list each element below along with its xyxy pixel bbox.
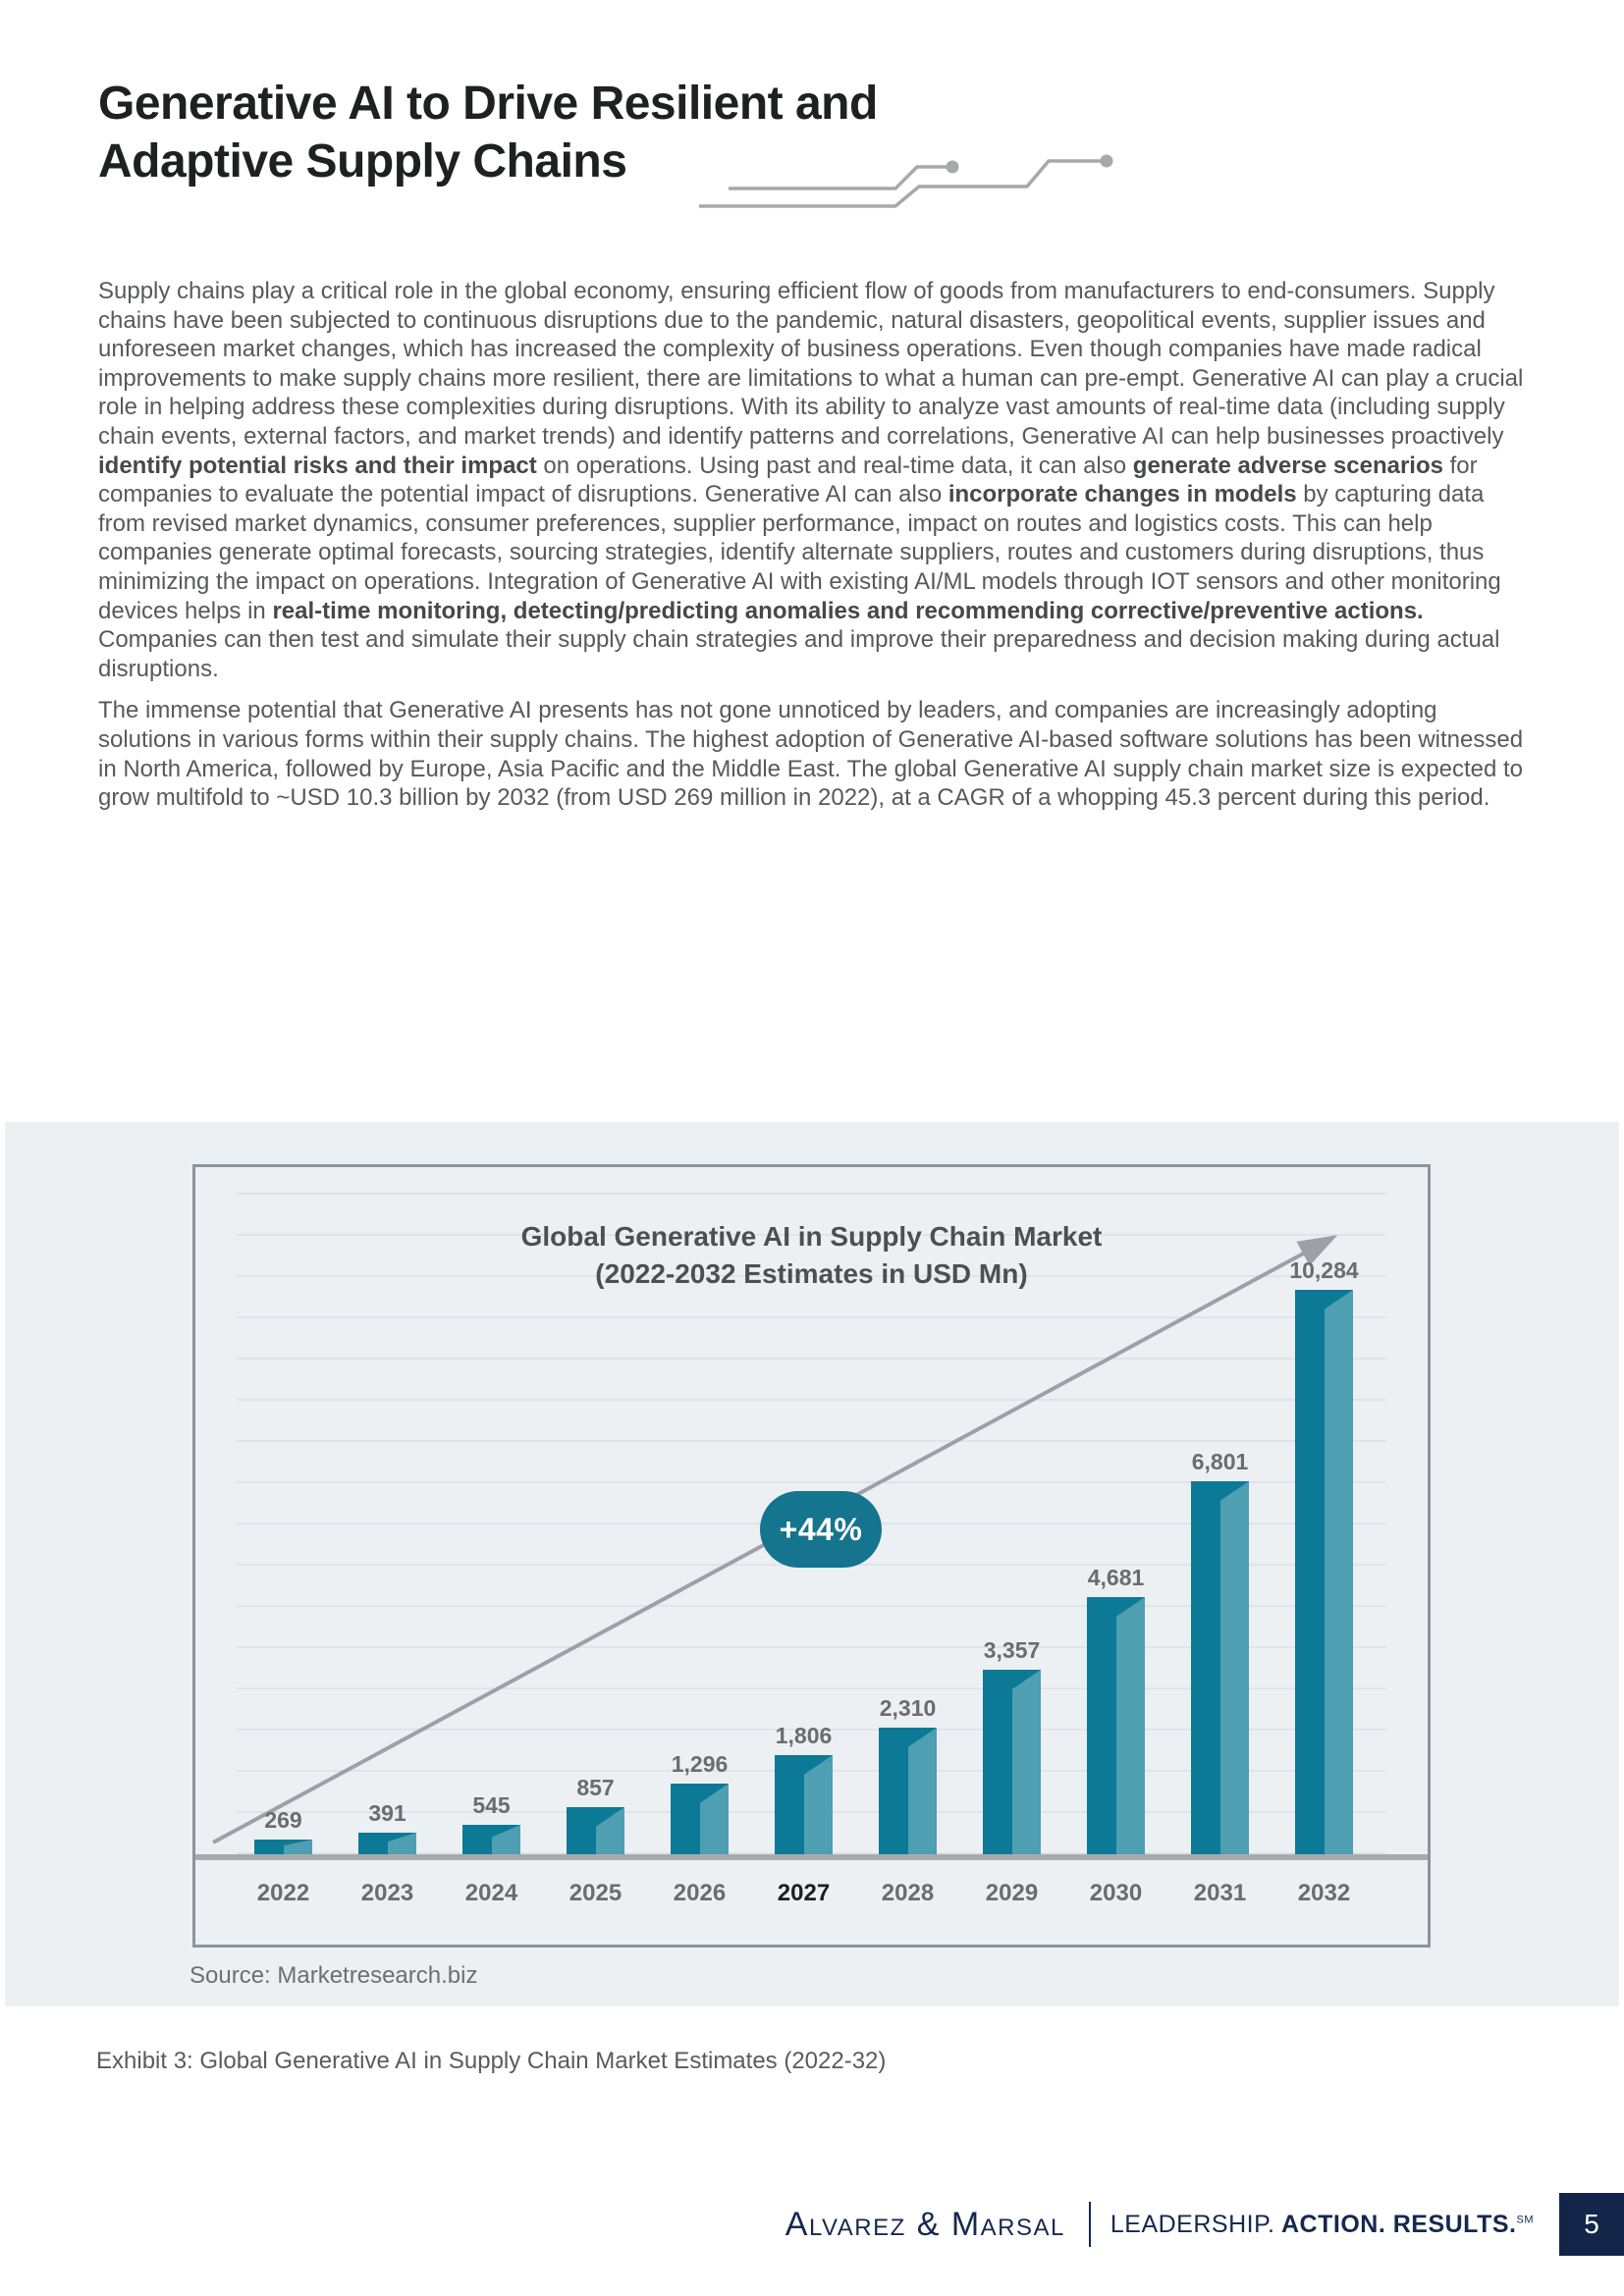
bar-value-label: 6,801: [1191, 1449, 1249, 1474]
bar-column: 3,357 2029: [983, 1637, 1041, 1906]
chart-frame: Global Generative AI in Supply Chain Mar…: [192, 1164, 1431, 1948]
bar: 391 2023: [358, 1800, 416, 1906]
page-title-line-2: Adaptive Supply Chains: [98, 135, 627, 187]
text-run: on operations. Using past and real-time …: [536, 452, 1133, 479]
text-run: Supply chains play a critical role in th…: [98, 278, 1524, 450]
bar-value-label: 391: [368, 1800, 406, 1826]
bold-text-run: identify potential risks and their impac…: [98, 452, 537, 479]
bold-text-run: real-time monitoring, detecting/predicti…: [272, 597, 1424, 624]
bar-column: 391 2023: [358, 1800, 416, 1906]
chart-source: Source: Marketresearch.biz: [189, 1962, 478, 1989]
page-footer: Alvarez & Marsal LEADERSHIP. ACTION. RES…: [785, 2191, 1624, 2258]
bar: 3,357 2029: [983, 1637, 1041, 1906]
body-paragraphs: Supply chains play a critical role in th…: [98, 277, 1527, 826]
tagline-action: ACTION.: [1274, 2210, 1386, 2238]
bar-column: 1,806 2027: [775, 1723, 833, 1906]
bar: 857 2025: [567, 1775, 624, 1906]
bar-value-label: 1,806: [775, 1723, 833, 1748]
chart-panel: Global Generative AI in Supply Chain Mar…: [5, 1122, 1619, 2006]
bar-year-label: 2028: [881, 1880, 935, 1906]
bar: 10,284 2032: [1289, 1257, 1358, 1906]
page-title-line-1: Generative AI to Drive Resilient and: [98, 78, 878, 130]
bar-year-label: 2024: [464, 1880, 518, 1906]
bar-side-face: [1115, 1597, 1145, 1854]
bar: 2,310 2028: [879, 1695, 937, 1906]
text-run: for companies to evaluate the potential …: [98, 452, 1478, 508]
bar-side-face: [1219, 1481, 1249, 1854]
bar-side-face: [491, 1825, 520, 1854]
chart-title-block: Global Generative AI in Supply Chain Mar…: [195, 1218, 1428, 1293]
bar-year-label: 2032: [1297, 1880, 1351, 1906]
bar-side-face: [803, 1755, 833, 1854]
text-run: The immense potential that Generative AI…: [98, 697, 1524, 812]
page-title: Generative AI to Drive Resilient and Ada…: [98, 75, 878, 190]
growth-badge: +44%: [760, 1491, 882, 1568]
bar-column: 857 2025: [567, 1775, 624, 1906]
bar-column: 545 2024: [462, 1792, 520, 1906]
footer-tagline: LEADERSHIP. ACTION. RESULTS.SM: [1110, 2211, 1534, 2239]
footer-divider: [1088, 2202, 1091, 2247]
bar-year-label: 2031: [1193, 1880, 1247, 1906]
text-run: Companies can then test and simulate the…: [98, 626, 1500, 682]
brand-logo: Alvarez & Marsal: [785, 2205, 1065, 2243]
bar-side-face: [283, 1840, 312, 1854]
bar: 6,801 2031: [1191, 1449, 1249, 1906]
bar-column: 1,296 2026: [671, 1751, 729, 1906]
bold-text-run: generate adverse scenarios: [1132, 452, 1443, 479]
bar: 4,681 2030: [1087, 1565, 1145, 1906]
service-mark-superscript: SM: [1516, 2214, 1534, 2226]
bar-column: 2,310 2028: [879, 1695, 937, 1906]
bar-value-label: 4,681: [1087, 1565, 1145, 1590]
paragraph: Supply chains play a critical role in th…: [98, 277, 1527, 683]
chart-subtitle: (2022-2032 Estimates in USD Mn): [595, 1258, 1028, 1289]
bar-value-label: 269: [264, 1807, 302, 1833]
paragraph: The immense potential that Generative AI…: [98, 696, 1527, 812]
bar-plot: 269 2022 391 2023 545 2024 857 2025 1,296 2026 1,8…: [254, 1206, 1359, 1906]
x-axis-line: [195, 1854, 1428, 1860]
bar-side-face: [907, 1728, 937, 1854]
tagline-leadership: LEADERSHIP.: [1110, 2210, 1275, 2238]
bar-column: 6,801 2031: [1191, 1449, 1249, 1906]
bar: 1,806 2027: [775, 1723, 833, 1906]
text-run: by capturing data from revised market dy…: [98, 481, 1501, 624]
bar: 269 2022: [254, 1807, 312, 1906]
bar-side-face: [595, 1807, 624, 1854]
exhibit-caption: Exhibit 3: Global Generative AI in Suppl…: [96, 2048, 887, 2074]
circuit-line-decoration-icon: [699, 154, 1113, 208]
bar-column: 4,681 2030: [1087, 1565, 1145, 1906]
bar-year-label: 2022: [256, 1880, 310, 1906]
bar-value-label: 545: [472, 1792, 511, 1818]
bar-side-face: [1011, 1670, 1041, 1854]
bar-side-face: [699, 1784, 729, 1854]
bar-year-label: 2025: [568, 1880, 623, 1906]
bar: 1,296 2026: [671, 1751, 729, 1906]
bold-text-run: incorporate changes in models: [947, 481, 1297, 508]
bar-column: 10,284 2032: [1289, 1257, 1358, 1906]
bar-column: 269 2022: [254, 1807, 312, 1906]
page-number: 5: [1584, 2209, 1599, 2239]
bar-year-label: 2027: [777, 1880, 831, 1906]
bar-side-face: [1324, 1290, 1353, 1854]
bar-value-label: 857: [576, 1775, 615, 1800]
chart-title: Global Generative AI in Supply Chain Mar…: [520, 1221, 1103, 1252]
bar: 545 2024: [462, 1792, 520, 1906]
bar-year-label: 2029: [985, 1880, 1039, 1906]
bar-value-label: 1,296: [671, 1751, 729, 1777]
bar-value-label: 3,357: [983, 1637, 1041, 1663]
bar-side-face: [387, 1833, 416, 1854]
tagline-results: RESULTS.: [1385, 2210, 1517, 2238]
bar-value-label: 2,310: [879, 1695, 937, 1721]
page-number-box: 5: [1559, 2193, 1624, 2256]
bar-value-label: 10,284: [1289, 1257, 1359, 1283]
bar-year-label: 2030: [1089, 1880, 1143, 1906]
bar-year-label: 2023: [360, 1880, 414, 1906]
bar-year-label: 2026: [673, 1880, 727, 1906]
